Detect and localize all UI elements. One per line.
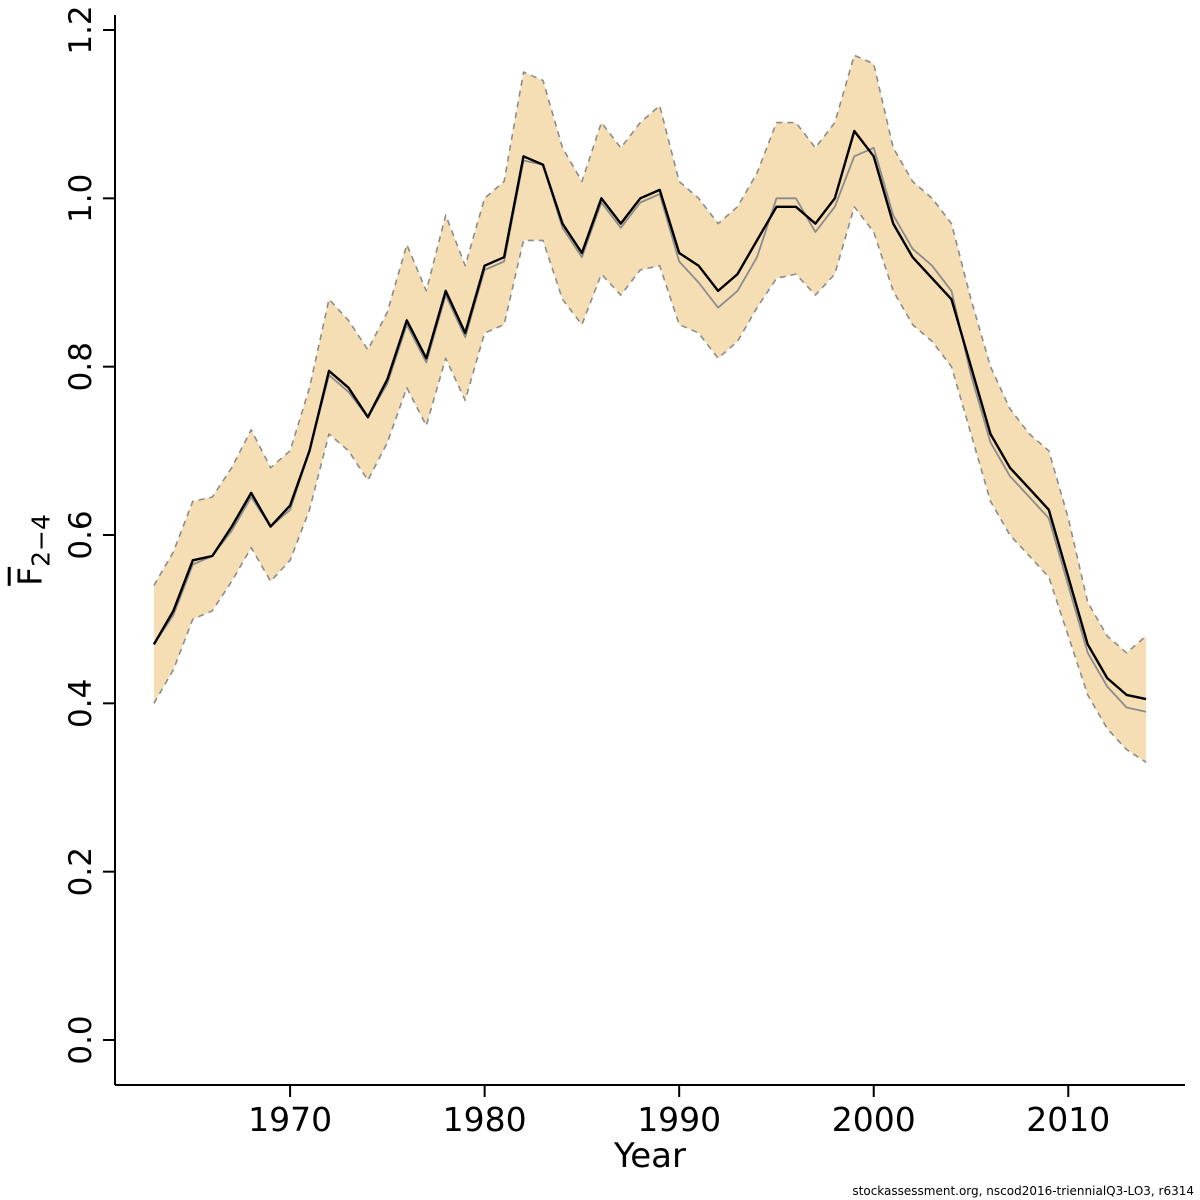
band-lower-edge [153, 206, 1147, 763]
y-tick-label: 1.2 [63, 5, 99, 54]
y-tick-label: 0.2 [63, 847, 99, 896]
x-tick-label: 2000 [832, 1100, 916, 1139]
y-axis-label: F2−4 [11, 514, 56, 586]
x-tick-label: 1990 [637, 1100, 721, 1139]
y-tick-label: 1.0 [63, 174, 99, 223]
x-tick-label: 1970 [248, 1100, 332, 1139]
y-tick-label: 0.8 [63, 342, 99, 391]
y-tick-label: 0.0 [63, 1015, 99, 1064]
x-tick-label: 1980 [443, 1100, 527, 1139]
x-tick-label: 2010 [1026, 1100, 1110, 1139]
y-axis-label-symbol: F [10, 566, 50, 586]
watermark-text: stockassessment.org, nscod2016-triennial… [852, 1184, 1194, 1198]
confidence-band [153, 55, 1147, 763]
y-tick-label: 0.6 [63, 510, 99, 559]
y-tick-label: 0.4 [63, 679, 99, 728]
black-estimate-line [152, 129, 1147, 701]
y-axis-label-subscript: 2−4 [26, 514, 56, 567]
x-axis-label: Year [614, 1136, 686, 1176]
